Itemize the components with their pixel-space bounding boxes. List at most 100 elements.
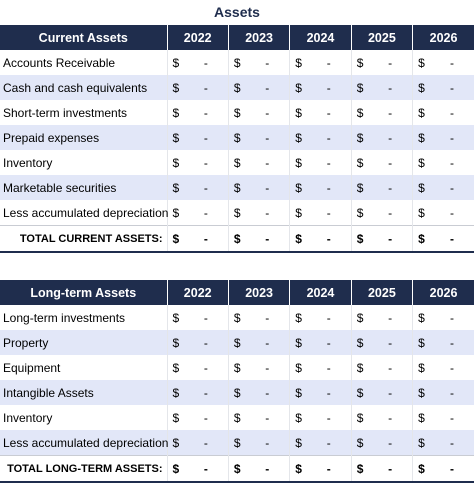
row-label: Prepaid expenses — [0, 125, 168, 150]
amount: $ - — [168, 181, 228, 195]
amount-cell: $ - — [227, 430, 290, 456]
amount-value: - — [265, 231, 270, 246]
currency-symbol: $ — [418, 80, 425, 95]
amount-cell: $ - — [289, 355, 352, 380]
amount-cell: $ - — [227, 380, 290, 405]
row-label: Less accumulated depreciation — [0, 430, 168, 456]
amount: $ - — [413, 436, 474, 450]
amount-value: - — [450, 80, 454, 95]
currency-symbol: $ — [418, 205, 425, 220]
amount-cell: $ - — [227, 100, 290, 125]
page-title: Assets — [214, 4, 260, 20]
amount-value: - — [326, 461, 331, 476]
amount: $ - — [352, 311, 412, 325]
amount-value: - — [326, 205, 331, 220]
amount-value: - — [265, 105, 270, 120]
amount-cell: $ - — [289, 75, 352, 100]
amount-cell: $ - — [289, 380, 352, 405]
amount: $ - — [168, 386, 228, 400]
currency-symbol: $ — [233, 310, 241, 325]
amount: $ - — [413, 56, 474, 70]
amount-cell: $ - — [350, 225, 413, 253]
asset-row: Prepaid expenses $ - $ - $ - $ - $ - — [0, 125, 474, 150]
currency-symbol: $ — [233, 80, 241, 95]
amount-value: - — [450, 205, 454, 220]
amount-cell: $ - — [166, 125, 229, 150]
amount: $ - — [413, 311, 474, 325]
currency-symbol: $ — [356, 205, 364, 220]
currency-symbol: $ — [418, 435, 425, 450]
currency-symbol: $ — [295, 461, 302, 476]
currency-symbol: $ — [172, 461, 180, 476]
amount-cell: $ - — [166, 200, 229, 226]
amount-cell: $ - — [350, 75, 413, 100]
currency-symbol: $ — [295, 180, 302, 195]
asset-row: Property $ - $ - $ - $ - $ - — [0, 330, 474, 355]
amount-value: - — [326, 130, 331, 145]
amount-cell: $ - — [350, 355, 413, 380]
amount: $ - — [229, 56, 289, 70]
amount-value: - — [326, 310, 331, 325]
amount-value: - — [203, 435, 208, 450]
amount-value: - — [203, 180, 208, 195]
currency-symbol: $ — [356, 105, 364, 120]
year-heading: 2026 — [412, 280, 474, 305]
currency-symbol: $ — [356, 231, 364, 246]
amount: $ - — [352, 206, 412, 220]
amount: $ - — [413, 81, 474, 95]
amount-cell: $ - — [350, 430, 413, 456]
amount-value: - — [203, 205, 208, 220]
amount: $ - — [290, 436, 350, 450]
amount-value: - — [326, 410, 331, 425]
currency-symbol: $ — [233, 55, 241, 70]
currency-symbol: $ — [295, 130, 302, 145]
amount-value: - — [388, 105, 393, 120]
amount-value: - — [265, 80, 270, 95]
amount-value: - — [450, 410, 454, 425]
amount-value: - — [388, 205, 393, 220]
total-row: TOTAL LONG-TERM ASSETS: $ - $ - $ - $ - $ - — [0, 455, 474, 483]
currency-symbol: $ — [233, 435, 241, 450]
amount-cell: $ - — [412, 100, 474, 125]
row-label: TOTAL LONG-TERM ASSETS: — [0, 455, 168, 483]
currency-symbol: $ — [356, 360, 364, 375]
amount: $ - — [229, 131, 289, 145]
amount-value: - — [203, 335, 208, 350]
currency-symbol: $ — [295, 105, 302, 120]
currency-symbol: $ — [418, 105, 425, 120]
amount: $ - — [352, 386, 412, 400]
asset-row: Less accumulated depreciation $ - $ - $ - $ - $ - — [0, 430, 474, 456]
row-label: Intangible Assets — [0, 380, 168, 405]
amount-cell: $ - — [227, 125, 290, 150]
amount-value: - — [450, 310, 454, 325]
amount-cell: $ - — [412, 200, 474, 226]
amount: $ - — [413, 206, 474, 220]
amount-value: - — [388, 435, 393, 450]
amount-cell: $ - — [412, 430, 474, 456]
row-label: Accounts Receivable — [3, 55, 116, 70]
amount-value: - — [450, 335, 454, 350]
amount-value: - — [388, 155, 393, 170]
amount: $ - — [290, 181, 350, 195]
amount-value: - — [265, 410, 270, 425]
row-label: Less accumulated depreciation — [3, 205, 169, 220]
amount-cell: $ - — [350, 380, 413, 405]
amount: $ - — [229, 436, 289, 450]
currency-symbol: $ — [172, 435, 180, 450]
amount-value: - — [203, 231, 208, 246]
amount: $ - — [229, 411, 289, 425]
amount-cell: $ - — [289, 150, 352, 175]
amount: $ - — [290, 411, 350, 425]
currency-symbol: $ — [172, 130, 180, 145]
amount: $ - — [168, 361, 228, 375]
amount: $ - — [413, 131, 474, 145]
currency-symbol: $ — [172, 205, 180, 220]
currency-symbol: $ — [233, 105, 241, 120]
amount-value: - — [326, 55, 331, 70]
amount-cell: $ - — [166, 405, 229, 430]
header-row: Long-term Assets 2022 2023 2024 2025 2026 — [0, 280, 474, 305]
amount-value: - — [326, 180, 331, 195]
amount: $ - — [290, 206, 350, 220]
asset-row: Inventory $ - $ - $ - $ - $ - — [0, 150, 474, 175]
amount-cell: $ - — [412, 330, 474, 355]
